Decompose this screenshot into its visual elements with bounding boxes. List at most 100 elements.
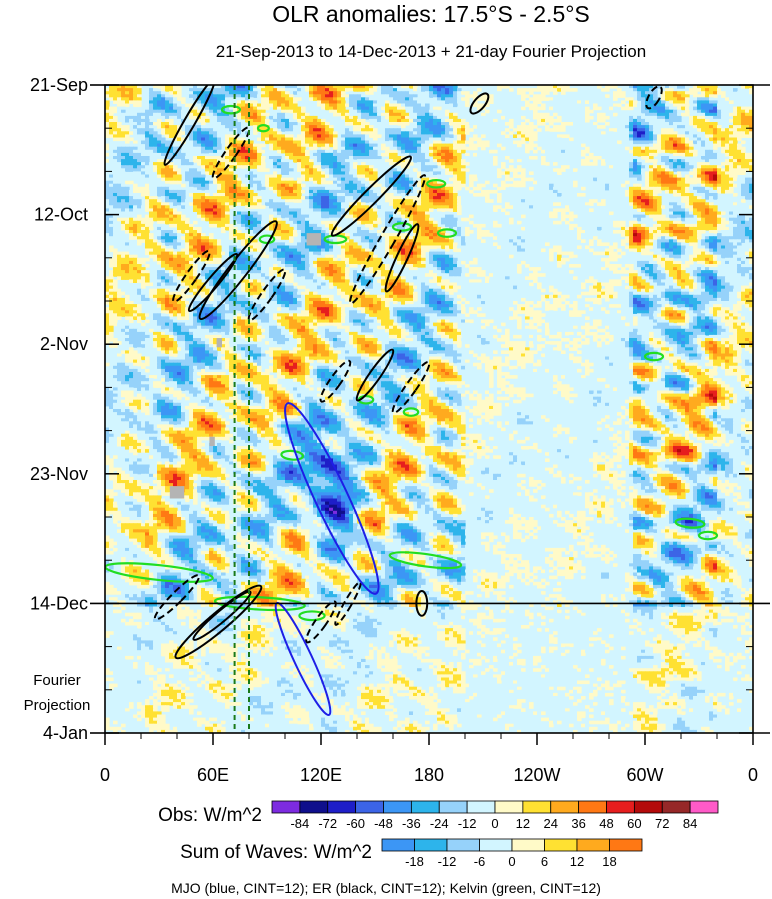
heat-cell bbox=[737, 125, 742, 129]
heat-cell bbox=[253, 193, 258, 197]
heat-cell bbox=[117, 134, 122, 138]
heat-cell bbox=[229, 128, 234, 132]
heat-cell bbox=[137, 131, 142, 135]
heat-cell bbox=[737, 171, 742, 175]
heat-cell bbox=[281, 171, 286, 175]
heat-cell bbox=[429, 128, 434, 132]
heat-cell bbox=[165, 88, 170, 92]
heat-cell bbox=[397, 147, 402, 151]
heat-cell bbox=[681, 150, 686, 154]
heat-cell bbox=[205, 171, 210, 175]
heat-cell bbox=[689, 141, 694, 145]
heat-cell bbox=[161, 150, 166, 154]
heat-cell bbox=[269, 141, 274, 145]
heat-cell bbox=[609, 187, 614, 191]
heat-cell bbox=[357, 131, 362, 135]
heat-cell bbox=[741, 119, 746, 123]
heat-cell bbox=[177, 208, 182, 212]
heat-cell bbox=[165, 184, 170, 188]
heat-cell bbox=[153, 199, 158, 203]
heat-cell bbox=[269, 212, 274, 216]
heat-cell bbox=[485, 196, 490, 200]
heat-cell bbox=[309, 212, 314, 216]
heat-cell bbox=[437, 134, 442, 138]
heat-cell bbox=[429, 196, 434, 200]
heat-cell bbox=[241, 190, 246, 194]
heat-cell bbox=[169, 212, 174, 216]
heat-cell bbox=[481, 119, 486, 123]
heat-cell bbox=[649, 175, 654, 179]
heat-cell bbox=[117, 138, 122, 142]
heat-cell bbox=[421, 128, 426, 132]
heat-cell bbox=[209, 110, 214, 114]
heat-cell bbox=[629, 168, 634, 172]
heat-cell bbox=[661, 168, 666, 172]
heat-cell bbox=[493, 125, 498, 129]
heat-cell bbox=[733, 165, 738, 169]
heat-cell bbox=[545, 184, 550, 188]
heat-cell bbox=[509, 107, 514, 111]
heat-cell bbox=[157, 100, 162, 104]
heat-cell bbox=[201, 187, 206, 191]
heat-cell bbox=[113, 187, 118, 191]
heat-cell bbox=[673, 144, 678, 148]
heat-cell bbox=[529, 144, 534, 148]
heat-cell bbox=[729, 190, 734, 194]
heat-cell bbox=[637, 147, 642, 151]
heat-cell bbox=[593, 122, 598, 126]
heat-cell bbox=[405, 88, 410, 92]
heat-cell bbox=[409, 104, 414, 108]
heat-cell bbox=[625, 168, 630, 172]
heat-cell bbox=[645, 122, 650, 126]
heat-cell bbox=[329, 212, 334, 216]
heat-cell bbox=[673, 190, 678, 194]
heat-cell bbox=[133, 104, 138, 108]
heat-cell bbox=[497, 144, 502, 148]
heat-cell bbox=[305, 196, 310, 200]
heat-cell bbox=[669, 162, 674, 166]
heat-cell bbox=[397, 141, 402, 145]
heat-cell bbox=[353, 110, 358, 114]
heat-cell bbox=[205, 110, 210, 114]
heat-cell bbox=[685, 205, 690, 209]
heat-cell bbox=[141, 162, 146, 166]
heat-cell bbox=[649, 97, 654, 101]
heat-cell bbox=[205, 147, 210, 151]
heat-cell bbox=[225, 88, 230, 92]
heat-cell bbox=[125, 187, 130, 191]
heat-cell bbox=[257, 175, 262, 179]
heat-cell bbox=[649, 156, 654, 160]
heat-cell bbox=[293, 187, 298, 191]
heat-cell bbox=[557, 119, 562, 123]
heat-cell bbox=[257, 178, 262, 182]
heat-cell bbox=[405, 134, 410, 138]
heat-cell bbox=[485, 199, 490, 203]
heat-cell bbox=[209, 196, 214, 200]
heat-cell bbox=[329, 181, 334, 185]
heat-cell bbox=[137, 128, 142, 132]
heat-cell bbox=[145, 110, 150, 114]
heat-cell bbox=[317, 178, 322, 182]
heat-cell bbox=[421, 208, 426, 212]
heat-cell bbox=[417, 212, 422, 216]
heat-cell bbox=[529, 187, 534, 191]
heat-cell bbox=[681, 190, 686, 194]
heat-cell bbox=[465, 91, 470, 95]
heat-cell bbox=[565, 159, 570, 163]
heat-cell bbox=[345, 171, 350, 175]
heat-cell bbox=[221, 193, 226, 197]
heat-cell bbox=[337, 178, 342, 182]
heat-cell bbox=[529, 107, 534, 111]
heat-cell bbox=[577, 138, 582, 142]
heat-cell bbox=[617, 187, 622, 191]
heat-cell bbox=[309, 196, 314, 200]
heat-cell bbox=[701, 187, 706, 191]
heat-cell bbox=[505, 184, 510, 188]
heat-cell bbox=[285, 168, 290, 172]
heat-cell bbox=[369, 104, 374, 108]
heat-cell bbox=[453, 184, 458, 188]
heat-cell bbox=[173, 187, 178, 191]
heat-cell bbox=[313, 168, 318, 172]
heat-cell bbox=[397, 128, 402, 132]
heat-cell bbox=[109, 190, 114, 194]
